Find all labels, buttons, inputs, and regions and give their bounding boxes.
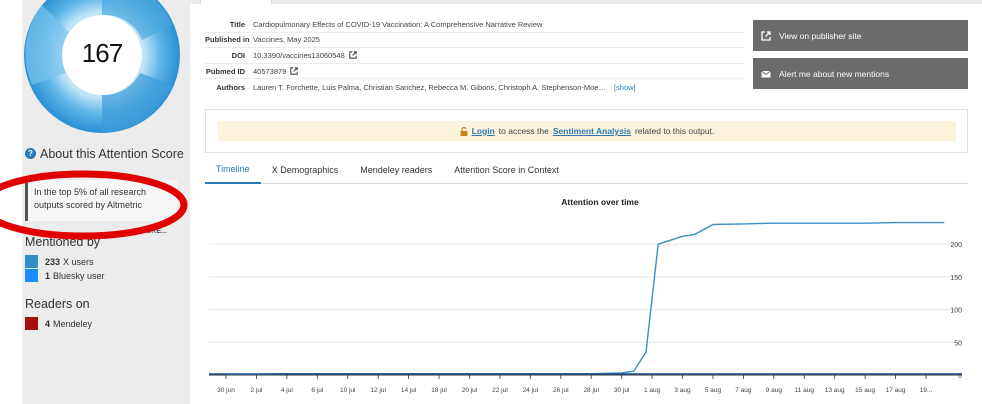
login-text-end: related to this output.	[634, 126, 715, 136]
x-tick-label: 11 aug	[795, 387, 815, 394]
x-tick-label: 22 jul	[492, 387, 508, 394]
meta-pubmed-row: Pubmed ID 40573879	[205, 64, 745, 80]
x-tick-label: 24 jul	[523, 387, 539, 394]
login-text: to access the	[498, 126, 549, 136]
x-users-swatch	[25, 255, 38, 268]
left-sidebar: 167 ? About this Attention Score In the …	[22, 0, 190, 404]
x-tick-label: 14 jul	[401, 387, 417, 394]
meta-doi-row: DOI 10.3390/vaccines13060548	[205, 48, 745, 64]
external-link-icon	[761, 30, 771, 41]
x-tick-label: 18 jul	[431, 387, 447, 394]
top-tab[interactable]	[200, 0, 272, 4]
bluesky-swatch	[25, 269, 38, 282]
alert-mentions-button[interactable]: Alert me about new mentions	[753, 58, 968, 89]
x-tick-label: 30 jun	[217, 387, 235, 394]
view-publisher-label: View on publisher site	[779, 30, 862, 41]
lock-icon	[460, 126, 468, 136]
bluesky-count: 1	[45, 270, 51, 281]
x-tick-label: 20 jul	[462, 387, 478, 394]
pubmed-link[interactable]: 40573879	[253, 66, 287, 76]
x-tick-label: 3 aug	[674, 387, 691, 394]
x-tick-label: 13 aug	[825, 387, 845, 394]
mendeley-count: 4	[45, 318, 51, 329]
bluesky-label: Bluesky user	[53, 270, 105, 281]
sentiment-analysis-link[interactable]: Sentiment Analysis	[552, 126, 631, 136]
red-highlight-oval	[0, 170, 188, 240]
x-tick-label: 2 jul	[250, 387, 262, 394]
view-publisher-button[interactable]: View on publisher site	[753, 20, 968, 51]
x-users-label: X users	[63, 256, 94, 267]
envelope-icon	[761, 70, 771, 77]
doi-link[interactable]: 10.3390/vaccines13060548	[253, 50, 345, 60]
readers-on-heading: Readers on	[25, 297, 90, 311]
top-percentile-text: In the top 5% of all research outputs sc…	[34, 187, 147, 210]
x-tick-label: 30 jul	[614, 387, 630, 394]
more-link[interactable]: MORE...	[140, 228, 167, 235]
x-tick-label: 10 jul	[340, 387, 356, 394]
published-in: Vaccines, May 2025	[253, 35, 320, 45]
y-tick-label: 200	[950, 242, 962, 249]
y-tick-label: 100	[950, 308, 962, 315]
readers-mendeley[interactable]: 4 Mendeley	[25, 317, 92, 330]
x-tick-label: 26 jul	[553, 387, 569, 394]
attention-timeline-chart[interactable]: 0 50 100 150 200 30 jun 2 jul 4 jul 6 jul 10 jul 1…	[205, 210, 982, 404]
x-tick-label: 7 aug	[735, 387, 752, 394]
x-tick-label: 28 jul	[583, 387, 599, 394]
y-tick-label: 150	[950, 275, 962, 282]
altmetric-donut[interactable]	[22, 0, 182, 135]
article-title: Cardiopulmonary Effects of COVID-19 Vacc…	[253, 19, 543, 29]
x-tick-label: 9 aug	[766, 387, 783, 394]
x-tick-label: 5 aug	[705, 387, 722, 394]
tab-x-demographics[interactable]: X Demographics	[271, 164, 339, 175]
x-tick-label: 1 aug	[644, 387, 661, 394]
meta-authors-row: Authors Lauren T. Forchette, Luis Palma,…	[216, 82, 636, 92]
show-authors-link[interactable]: [show]	[613, 82, 636, 92]
meta-title-row: Title Cardiopulmonary Effects of COVID-1…	[205, 17, 745, 33]
attention-series-line	[226, 221, 945, 375]
alert-mentions-label: Alert me about new mentions	[779, 68, 890, 79]
mention-x-users[interactable]: 233 X users	[25, 255, 94, 268]
top-tab-strip	[190, 0, 982, 4]
mendeley-label: Mendeley	[53, 318, 93, 329]
x-users-count: 233	[45, 256, 61, 267]
external-link-icon[interactable]	[290, 67, 299, 75]
meta-published-row: Published in Vaccines, May 2025	[205, 33, 745, 49]
login-link[interactable]: Login	[471, 126, 495, 136]
mention-bluesky-users[interactable]: 1 Bluesky user	[25, 269, 105, 282]
top-percentile-box: In the top 5% of all research outputs sc…	[25, 180, 177, 221]
x-tick-label: 12 jul	[370, 387, 386, 394]
x-tick-label: 17 aug	[886, 387, 906, 394]
y-tick-label: 0	[958, 373, 962, 380]
external-link-icon[interactable]	[349, 51, 357, 60]
tab-attention-score-context[interactable]: Attention Score in Context	[454, 164, 559, 175]
x-tick-label: 4 jul	[281, 387, 293, 394]
about-title: About this Attention Score	[40, 147, 184, 161]
y-tick-label: 50	[954, 340, 962, 347]
help-icon[interactable]: ?	[25, 148, 36, 159]
attention-score: 167	[81, 38, 123, 68]
x-tick-label: 6 jul	[311, 387, 323, 394]
tab-mendeley-readers[interactable]: Mendeley readers	[360, 164, 433, 175]
authors-list: Lauren T. Forchette, Luis Palma, Christi…	[253, 82, 606, 92]
tab-timeline[interactable]: Timeline	[205, 155, 261, 184]
login-banner: Login to access the Sentiment Analysis r…	[205, 109, 968, 153]
chart-title: Attention over time	[561, 197, 639, 207]
article-metadata: Title Cardiopulmonary Effects of COVID-1…	[205, 17, 745, 95]
x-tick-label: 19...	[920, 387, 933, 394]
x-tick-label: 15 aug	[855, 387, 875, 394]
detail-tabs: Timeline X Demographics Mendeley readers…	[205, 155, 968, 184]
about-attention-score: ? About this Attention Score	[25, 147, 190, 161]
mendeley-swatch	[25, 317, 38, 330]
